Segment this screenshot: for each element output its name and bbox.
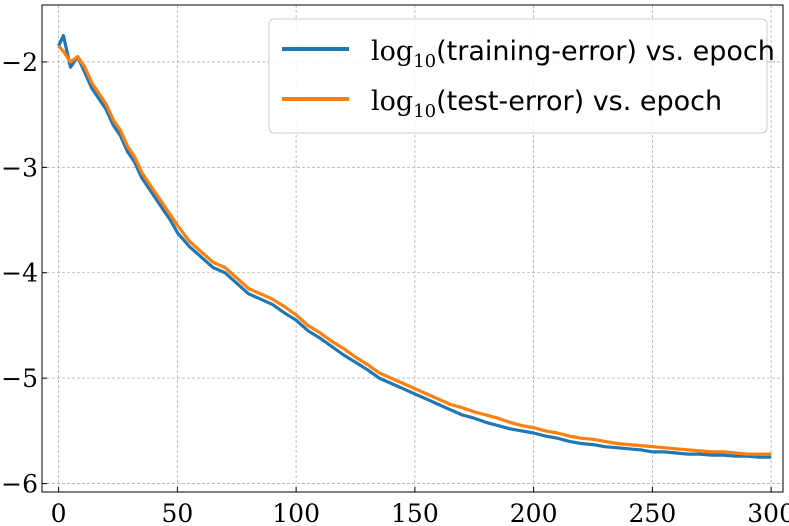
legend-label-training: log10(training-error) vs. epoch	[371, 36, 775, 72]
series-group	[57, 33, 772, 459]
x-tick-label: 0	[51, 499, 67, 526]
x-tick-label: 150	[391, 499, 439, 526]
x-tick-label: 300	[747, 499, 789, 526]
y-tick-label: −6	[1, 470, 38, 499]
plot-frame	[41, 4, 784, 493]
legend-label-test: log10(test-error) vs. epoch	[371, 86, 722, 122]
series-line-test	[57, 45, 772, 456]
legend-box	[268, 18, 768, 134]
series-line-training	[57, 33, 772, 459]
y-tick-label: −4	[1, 259, 38, 288]
x-tick-label: 50	[161, 499, 193, 526]
x-tick-label: 250	[629, 499, 677, 526]
legend: log10(training-error) vs. epoch log10(te…	[268, 18, 775, 134]
tick-labels: 0 50 100 150 200 250 300 −2 −3 −4 −5 −6	[1, 48, 789, 526]
y-tick-label: −5	[1, 364, 38, 393]
y-tick-label: −2	[1, 48, 38, 77]
x-tick-label: 200	[510, 499, 558, 526]
y-tick-label: −3	[1, 153, 38, 182]
x-tick-label: 100	[272, 499, 320, 526]
